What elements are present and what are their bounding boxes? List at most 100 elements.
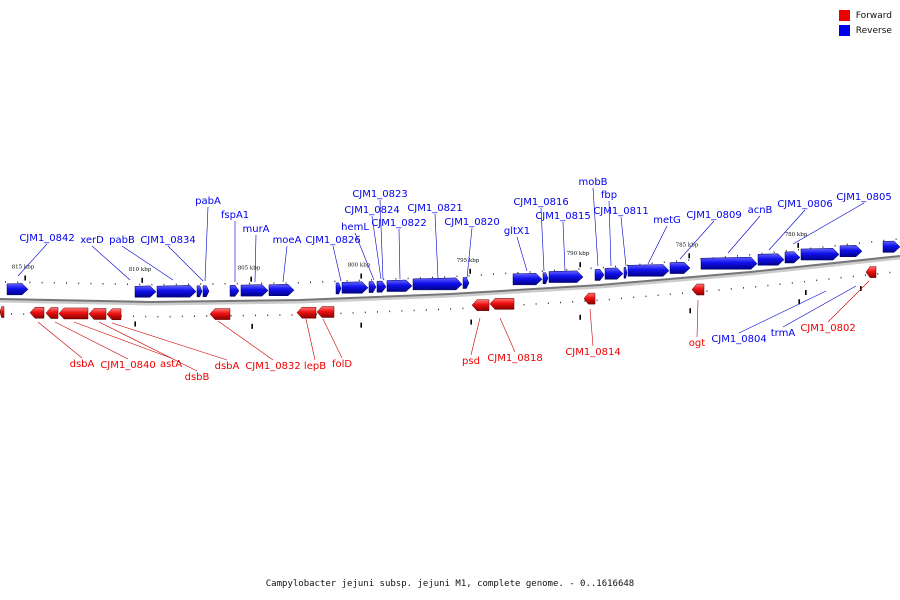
forward-genes xyxy=(0,266,877,321)
reverse-leader-line xyxy=(466,227,473,279)
tick-dot xyxy=(139,283,141,286)
forward-leader-line xyxy=(217,320,274,361)
forward-gene-arrow xyxy=(88,308,107,320)
tick-dot xyxy=(810,247,812,250)
reverse-gene-label: CJM1_0821 xyxy=(407,203,462,214)
forward-gene-label: lepB xyxy=(304,361,326,372)
forward-gene-label: CJM1_0832 xyxy=(245,361,300,372)
reverse-gene-arrow xyxy=(757,253,785,266)
tick-dot xyxy=(462,307,464,310)
forward-gene-arrow xyxy=(583,292,596,305)
legend-label-forward: Forward xyxy=(855,10,892,21)
tick-dot xyxy=(175,283,177,286)
tick-dot xyxy=(535,303,537,305)
tick-dot xyxy=(53,282,55,284)
tick-dot xyxy=(761,252,763,255)
reverse-gene-label: CJM1_0842 xyxy=(19,233,74,244)
tick-dot xyxy=(621,297,622,300)
reverse-leader-line xyxy=(379,199,384,280)
tick-dot xyxy=(438,308,439,311)
tick-dot xyxy=(706,290,708,292)
tick-dot xyxy=(194,315,195,317)
reverse-gene-arrow xyxy=(882,240,900,253)
forward-gene-arrow xyxy=(471,299,490,311)
kbp-label: 780 kbp xyxy=(785,232,808,238)
tick-dot xyxy=(608,298,610,301)
forward-leader-line xyxy=(305,318,316,361)
tick-dot xyxy=(181,315,183,318)
tick-dot xyxy=(804,280,805,283)
tick-dot xyxy=(877,273,879,275)
tick-dot xyxy=(468,274,470,277)
reverse-leader-line xyxy=(354,232,375,281)
tick-dot xyxy=(236,282,238,285)
reverse-gene-label: CJM1_0822 xyxy=(371,218,426,229)
forward-leader-line xyxy=(589,308,594,347)
reverse-swatch xyxy=(838,25,850,36)
reverse-gene-arrow xyxy=(462,277,470,289)
reverse-leader-line xyxy=(608,200,612,267)
tick-dot xyxy=(541,270,543,272)
reverse-gene-label: CJM1_0823 xyxy=(352,189,407,200)
tick-dot xyxy=(572,301,574,303)
tick-dot xyxy=(212,283,214,285)
forward-leader-line xyxy=(54,321,129,360)
reverse-leader-line xyxy=(204,206,209,282)
reverse-gene-label: CJM1_0816 xyxy=(513,197,568,208)
reverse-gene-arrow xyxy=(512,273,543,286)
tick-dot xyxy=(102,283,104,285)
tick-dot xyxy=(529,271,531,273)
forward-gene-label: CJM1_0802 xyxy=(800,323,855,334)
forward-gene-arrow xyxy=(209,308,231,320)
forward-leader-line xyxy=(73,321,172,359)
kbp-label: 805 kbp xyxy=(238,266,261,272)
tick-dot xyxy=(657,294,659,297)
forward-leader-line xyxy=(499,317,516,353)
reverse-gene-arrow xyxy=(376,280,387,293)
reverse-gene-arrow xyxy=(229,284,240,297)
tick-dot xyxy=(23,313,25,315)
forward-leader-line xyxy=(98,321,198,372)
tick-dot xyxy=(633,296,635,299)
tick-dot xyxy=(889,271,891,274)
kbp-tick-lower xyxy=(251,323,253,329)
tick-dot xyxy=(718,289,720,291)
tick-dot xyxy=(822,246,824,248)
reverse-gene-arrow xyxy=(240,284,269,297)
tick-dot xyxy=(163,283,165,286)
reverse-gene-label: trmA xyxy=(771,328,796,339)
reverse-leader-line xyxy=(647,225,668,265)
reverse-gene-arrow xyxy=(542,272,549,285)
reverse-leader-line xyxy=(562,221,566,272)
tick-dot xyxy=(114,283,116,285)
kbp-ticks: 815 kbp 810 kbp 805 kbp 800 kbp 795 kbp 790 k… xyxy=(5,232,897,329)
tick-dot xyxy=(767,284,769,287)
tick-dot xyxy=(377,311,378,313)
tick-dot xyxy=(145,315,147,318)
reverse-gene-label: fspA1 xyxy=(221,210,249,221)
reverse-gene-arrow xyxy=(202,285,210,298)
kbp-tick xyxy=(579,262,581,268)
tick-dot xyxy=(749,254,751,256)
kbp-tick-lower xyxy=(805,290,807,295)
tick-dot xyxy=(669,293,671,295)
tick-dot xyxy=(127,283,128,286)
forward-gene-arrow xyxy=(691,283,705,296)
tick-dot xyxy=(169,315,171,318)
kbp-label: 810 kbp xyxy=(129,267,152,273)
forward-gene-arrow xyxy=(58,307,89,320)
tick-dot xyxy=(523,303,525,306)
tick-dot xyxy=(157,315,159,318)
tick-dot xyxy=(120,315,122,317)
reverse-gene-arrow xyxy=(548,270,584,283)
tick-dot xyxy=(566,269,568,271)
reverse-leader-line xyxy=(398,228,401,280)
tick-dot xyxy=(334,280,336,283)
tick-dot xyxy=(401,310,403,312)
reverse-leader-line xyxy=(121,245,174,281)
kbp-tick-lower xyxy=(470,319,472,325)
reverse-gene-label: CJM1_0811 xyxy=(593,206,648,217)
tick-dot xyxy=(480,274,482,276)
